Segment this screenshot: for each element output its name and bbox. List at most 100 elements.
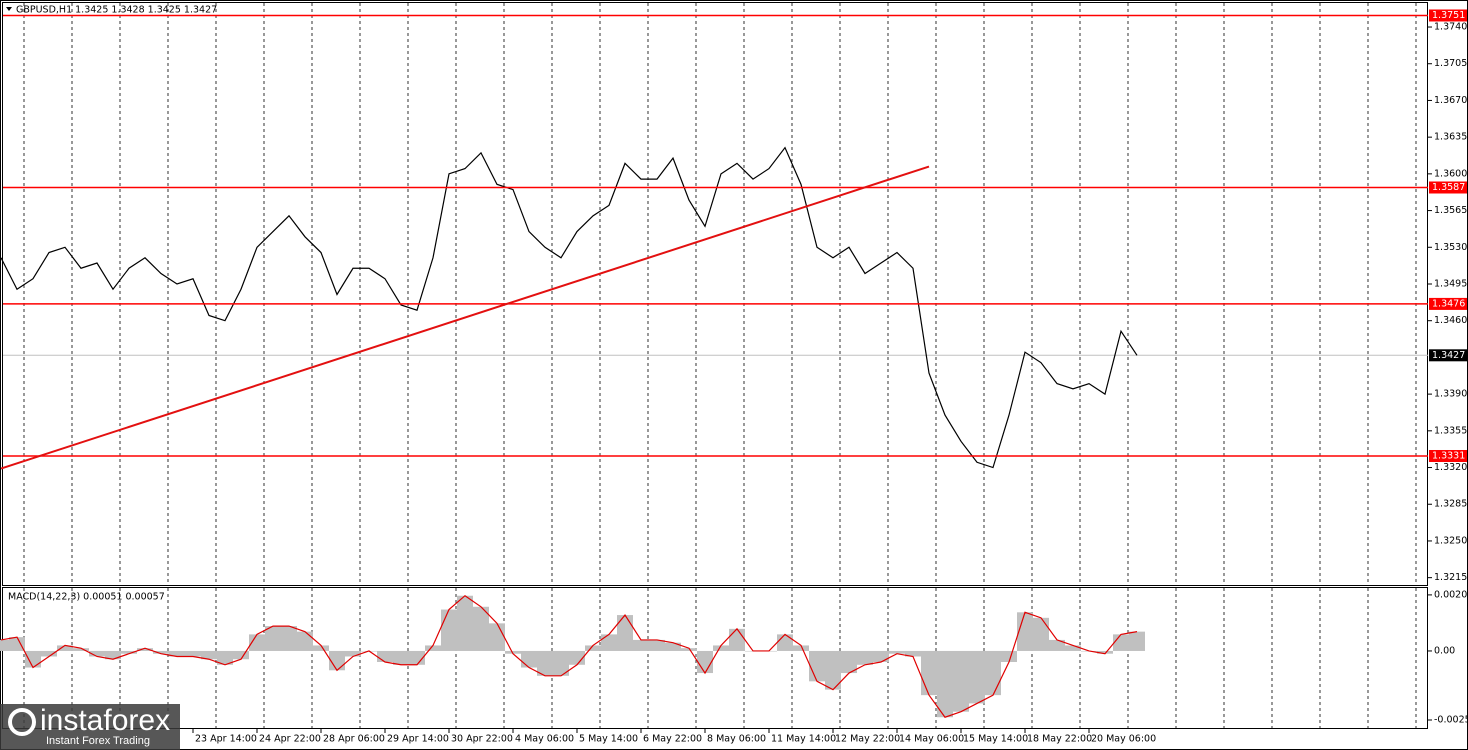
x-tick-label: 30 Apr 22:00 bbox=[451, 734, 513, 745]
y-tick-label: 0.00 bbox=[1434, 645, 1455, 656]
macd-bar bbox=[137, 648, 153, 651]
price-line bbox=[0, 146, 1138, 469]
macd-bar bbox=[265, 626, 281, 651]
y-tick-label: -0.0025 bbox=[1434, 714, 1468, 725]
y-tick-label: 1.3250 bbox=[1434, 535, 1467, 546]
macd-bar bbox=[985, 650, 1001, 696]
macd-bar bbox=[169, 650, 185, 657]
trendline bbox=[0, 165, 930, 470]
macd-bar bbox=[905, 650, 921, 657]
x-tick-label: 18 May 22:00 bbox=[1027, 734, 1092, 745]
macd-bar bbox=[489, 623, 505, 651]
y-tick-label: 1.3565 bbox=[1434, 205, 1467, 216]
y-tick-label: 1.3635 bbox=[1434, 132, 1467, 143]
macd-bar bbox=[729, 628, 745, 651]
x-tick-label: 15 May 14:00 bbox=[963, 734, 1028, 745]
y-tick-label: 1.3285 bbox=[1434, 499, 1467, 510]
macd-bar bbox=[0, 639, 9, 651]
macd-bar bbox=[1129, 631, 1145, 651]
last-price-label: 1.3427 bbox=[1432, 350, 1465, 361]
macd-bar bbox=[121, 650, 137, 654]
macd-bar bbox=[201, 650, 217, 660]
macd-bar bbox=[153, 650, 169, 654]
macd-bar bbox=[233, 650, 249, 660]
macd-bar bbox=[873, 650, 889, 663]
level-label-bg bbox=[1429, 181, 1467, 194]
last-price-bg bbox=[1429, 349, 1467, 362]
level-label: 1.3476 bbox=[1432, 298, 1465, 309]
macd-bar bbox=[297, 631, 313, 651]
x-tick-label: 12 May 22:00 bbox=[835, 734, 900, 745]
macd-bar bbox=[889, 650, 905, 654]
macd-bar bbox=[473, 606, 489, 651]
x-tick-label: 14 May 06:00 bbox=[899, 734, 964, 745]
macd-bar bbox=[313, 645, 329, 651]
macd-bar bbox=[793, 645, 809, 651]
macd-bar bbox=[713, 645, 729, 651]
y-tick-label: 1.3740 bbox=[1434, 22, 1467, 33]
macd-bar bbox=[681, 648, 697, 651]
watermark-tagline: Instant Forex Trading bbox=[46, 735, 150, 747]
y-tick-label: 1.3600 bbox=[1434, 168, 1467, 179]
watermark-logo bbox=[8, 708, 36, 736]
macd-bar bbox=[617, 615, 633, 651]
x-tick-label: 23 Apr 14:00 bbox=[195, 734, 257, 745]
macd-bar bbox=[377, 650, 393, 663]
x-tick-label: 29 Apr 14:00 bbox=[387, 734, 449, 745]
macd-bar bbox=[809, 650, 825, 682]
y-tick-label: 1.3530 bbox=[1434, 242, 1467, 253]
x-tick-label: 5 May 14:00 bbox=[579, 734, 638, 745]
macd-bar bbox=[1033, 617, 1049, 651]
x-tick-label: 11 May 14:00 bbox=[771, 734, 836, 745]
macd-bar bbox=[9, 637, 25, 651]
macd-bar bbox=[937, 650, 953, 718]
macd-bar bbox=[921, 650, 937, 696]
y-tick-label: 1.3355 bbox=[1434, 425, 1467, 436]
y-tick-label: 1.3495 bbox=[1434, 278, 1467, 289]
macd-bar bbox=[329, 650, 345, 671]
macd-bar bbox=[1113, 634, 1129, 651]
macd-bar bbox=[457, 595, 473, 651]
macd-bar bbox=[57, 645, 73, 651]
y-tick-label: 1.3390 bbox=[1434, 389, 1467, 400]
macd-bar bbox=[521, 650, 537, 668]
macd-bar bbox=[89, 650, 105, 657]
macd-bar bbox=[649, 639, 665, 651]
macd-bar bbox=[585, 645, 601, 651]
x-tick-label: 20 May 06:00 bbox=[1091, 734, 1156, 745]
price-title: GBPUSD,H1 1.3425 1.3428 1.3425 1.3427 bbox=[16, 5, 217, 16]
macd-bar bbox=[569, 650, 585, 665]
macd-bar bbox=[425, 645, 441, 651]
macd-title: MACD(14,22,3) 0.00051 0.00057 bbox=[8, 592, 165, 603]
macd-bar bbox=[1065, 645, 1081, 651]
macd-bar bbox=[1017, 612, 1033, 651]
macd-bar bbox=[281, 626, 297, 651]
y-tick-label: 1.3460 bbox=[1434, 315, 1467, 326]
macd-bar bbox=[41, 650, 57, 657]
y-tick-label: 1.3670 bbox=[1434, 95, 1467, 106]
x-tick-label: 8 May 06:00 bbox=[707, 734, 766, 745]
macd-bar bbox=[393, 650, 409, 665]
x-tick-label: 28 Apr 06:00 bbox=[323, 734, 385, 745]
macd-bar bbox=[441, 609, 457, 651]
macd-bar bbox=[1097, 650, 1113, 654]
macd-bar bbox=[969, 650, 985, 704]
macd-bar bbox=[553, 650, 569, 676]
macd-bar bbox=[25, 650, 41, 668]
macd-bar bbox=[777, 634, 793, 651]
x-tick-label: 4 May 06:00 bbox=[515, 734, 574, 745]
macd-bar bbox=[633, 639, 649, 651]
macd-bar bbox=[249, 634, 265, 651]
signal-line bbox=[0, 594, 1138, 718]
macd-bar bbox=[665, 642, 681, 651]
y-tick-label: 0.00203 bbox=[1434, 589, 1468, 600]
y-tick-label: 1.3320 bbox=[1434, 462, 1467, 473]
macd-bar bbox=[1049, 639, 1065, 651]
x-tick-label: 24 Apr 22:00 bbox=[259, 734, 321, 745]
macd-bar bbox=[73, 648, 89, 651]
x-tick-label: 6 May 22:00 bbox=[643, 734, 702, 745]
macd-bar bbox=[105, 650, 121, 660]
